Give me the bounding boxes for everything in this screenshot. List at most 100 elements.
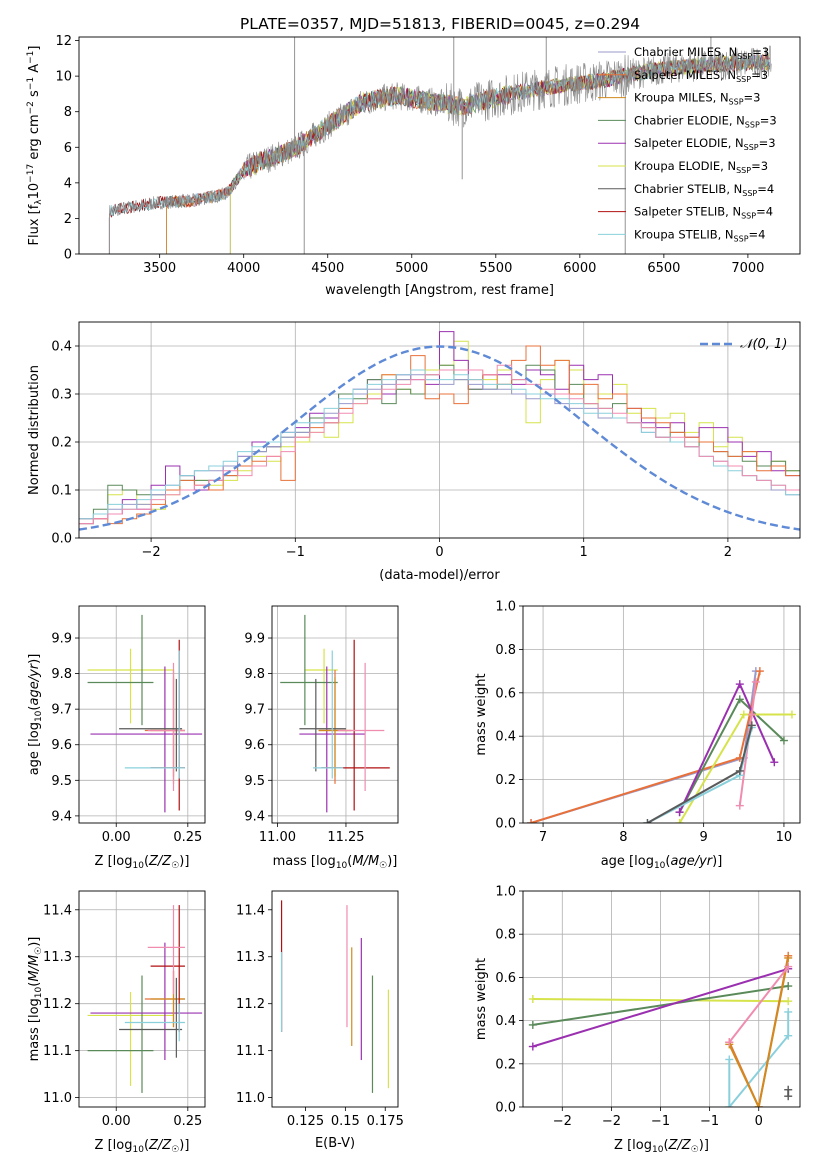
- label-part: mass [log: [273, 854, 336, 869]
- legend-label-main: Kroupa STELIB, N: [634, 227, 734, 241]
- x-tick-label: 0.00: [102, 830, 131, 845]
- label-part: age [log: [27, 722, 42, 775]
- y-tick-label: 11.3: [236, 950, 265, 965]
- x-tick-label: 5500: [479, 261, 512, 276]
- legend-label-sub: SSP: [734, 234, 749, 243]
- y-tick-label: 0.0: [495, 1101, 516, 1116]
- legend-label-eq: =4: [749, 227, 766, 241]
- weight_vs_age-y-label: mass weight: [474, 673, 489, 755]
- weight_vs_Z-x-label: Z [log10(Z/Z☉)]: [614, 1138, 709, 1155]
- legend-label-main: Kroupa ELODIE, N: [634, 159, 736, 173]
- weight-line: [678, 681, 776, 813]
- legend-label: Kroupa ELODIE, NSSP=3: [634, 159, 768, 175]
- x-tick-label: 5000: [395, 261, 428, 276]
- x-tick-label: 0: [755, 1114, 763, 1129]
- label-part: )]: [179, 1138, 189, 1153]
- x-tick-label: 2: [724, 545, 732, 560]
- weight_vs_age-x-label: age [log10(age/yr)]: [601, 854, 723, 871]
- weight_vs_Z-panel: −2 −2 −1 −1 0 0.0 0.2 0.4 0.6 0.8 1.0 Z [log10(Z/Z☉…: [474, 885, 801, 1155]
- weight-line: [728, 957, 790, 1107]
- legend-label: Chabrier ELODIE, NSSP=3: [634, 113, 777, 129]
- x-tick-label: 0: [435, 545, 443, 560]
- y-tick-label: 0.1: [51, 484, 72, 499]
- x-tick-label: 8: [619, 830, 627, 845]
- y-tick-label: 11.0: [43, 1091, 72, 1106]
- y-tick-label: 0.4: [51, 340, 72, 355]
- x-tick-label: 7: [539, 830, 547, 845]
- spectrum-model-line: [108, 53, 771, 254]
- label-part: −17: [26, 164, 36, 183]
- y-tick-label: 0.2: [495, 1057, 516, 1072]
- label-part: 10: [652, 1145, 664, 1155]
- y-tick-label: 12: [55, 34, 72, 49]
- label-part: )]: [387, 854, 397, 869]
- y-tick-label: 2: [64, 212, 72, 227]
- x-tick-label: 11.25: [327, 830, 364, 845]
- x-tick-label: 11.00: [259, 830, 296, 845]
- label-part: )]: [27, 937, 42, 947]
- label-part: Z [log: [95, 1138, 133, 1153]
- label-part: Z/Z: [148, 1138, 172, 1153]
- y-tick-label: 11.2: [43, 997, 72, 1012]
- y-tick-label: 11.4: [236, 903, 265, 918]
- legend-label-sub: SSP: [744, 143, 759, 152]
- label-part: 10: [34, 986, 44, 998]
- legend-label-eq: =3: [751, 159, 768, 173]
- y-tick-label: 9.6: [244, 738, 265, 753]
- label-part: ☉: [691, 1145, 699, 1155]
- legend-label: Salpeter STELIB, NSSP=4: [634, 205, 773, 221]
- label-part: age/yr: [27, 662, 42, 705]
- weight-line: [728, 965, 789, 1043]
- weight_vs_Z-y-label: mass weight: [474, 958, 489, 1040]
- y-tick-label: 11.0: [236, 1091, 265, 1106]
- legend-label-sub: SSP: [745, 120, 760, 129]
- spectrum-x-label: wavelength [Angstrom, rest frame]: [325, 283, 554, 298]
- x-tick-label: 10: [776, 830, 793, 845]
- legend-label: Kroupa STELIB, NSSP=4: [634, 227, 765, 243]
- x-tick-label: 0.00: [102, 1114, 131, 1129]
- x-tick-label: 0.25: [173, 1114, 202, 1129]
- label-part: −1: [26, 51, 36, 64]
- label-part: 10: [132, 1145, 144, 1155]
- age_vs_Z-plot: [79, 606, 205, 823]
- figure-title: PLATE=0357, MJD=51813, FIBERID=0045, z=0…: [240, 15, 640, 33]
- legend-label: Kroupa MILES, NSSP=3: [634, 91, 760, 107]
- y-tick-label: 8: [64, 105, 72, 120]
- legend-label-sub: SSP: [737, 52, 752, 61]
- y-tick-label: 0.8: [495, 928, 516, 943]
- label-part: (: [27, 982, 42, 987]
- spectrum-frame: [78, 36, 801, 255]
- y-tick-label: 0.0: [51, 532, 72, 547]
- y-tick-label: 11.1: [43, 1044, 72, 1059]
- age_vs_Z-frame: [78, 605, 206, 824]
- legend-label: Chabrier MILES, NSSP=3: [634, 45, 769, 61]
- mass_vs_Z-y-label: mass [log10(M/M☉)]: [27, 937, 44, 1062]
- legend-label-sub: SSP: [729, 98, 744, 107]
- x-tick-label: 0.125: [287, 1114, 324, 1129]
- y-tick-label: 9.7: [244, 703, 265, 718]
- legend-label-main: Salpeter STELIB, N: [634, 205, 741, 219]
- y-tick-label: 9.5: [244, 774, 265, 789]
- y-tick-label: 11.3: [43, 950, 72, 965]
- mass_vs_Z-x-label: Z [log10(Z/Z☉)]: [95, 1138, 190, 1155]
- spectrum-data-line: [109, 45, 772, 254]
- x-tick-label: 6500: [647, 261, 680, 276]
- label-part: Z/Z: [668, 1138, 692, 1153]
- legend-label: Salpeter ELODIE, NSSP=3: [634, 136, 776, 152]
- weight_vs_age-plot: [523, 606, 800, 823]
- ebv-x-label: E(B-V): [315, 1136, 355, 1151]
- spectrum-model-line: [108, 54, 771, 254]
- y-tick-label: 9.4: [51, 809, 72, 824]
- weight-line: [678, 713, 792, 823]
- label-part: age/yr: [670, 854, 713, 869]
- y-tick-label: 9.8: [51, 667, 72, 682]
- y-tick-label: 6: [64, 141, 72, 156]
- x-tick-label: 0.15: [331, 1114, 360, 1129]
- legend-label-sub: SSP: [741, 212, 756, 221]
- x-tick-label: 0.175: [367, 1114, 404, 1129]
- label-part: λ: [34, 199, 44, 205]
- residual-histogram: [79, 364, 800, 525]
